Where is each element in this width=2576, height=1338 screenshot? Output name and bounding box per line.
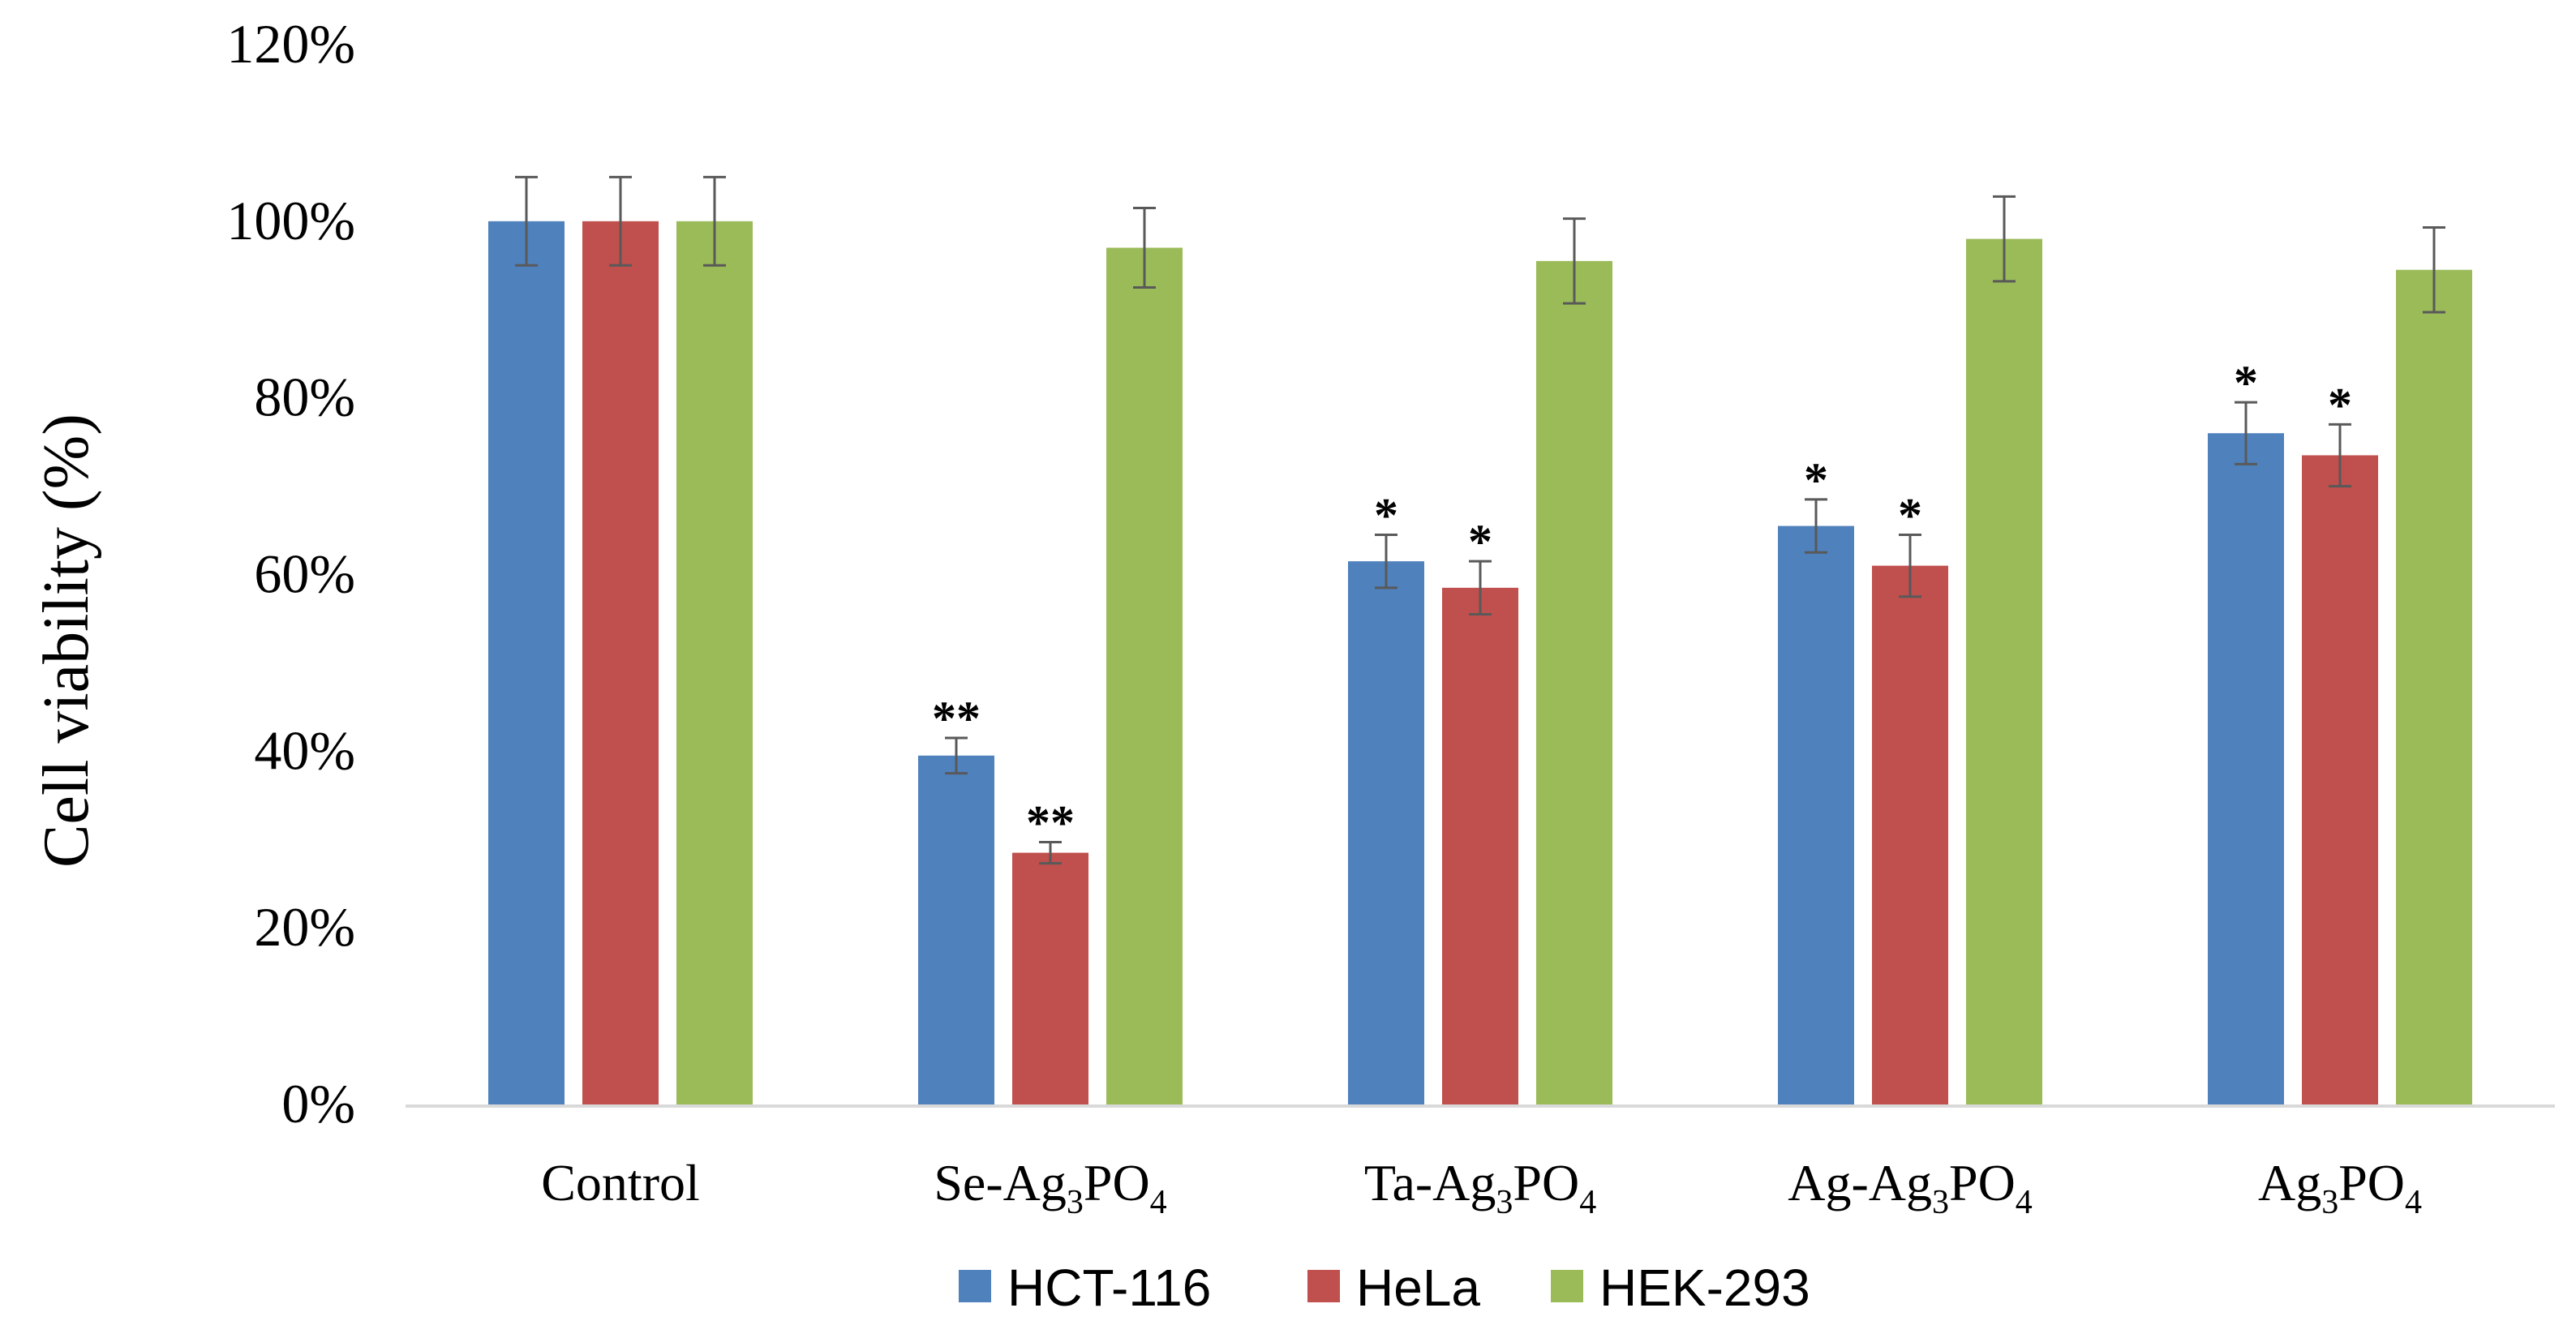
legend-swatch: [1551, 1270, 1583, 1302]
significance-markers: ***** **** *: [932, 356, 2352, 849]
category-label-part: 3: [1932, 1184, 1949, 1221]
error-bar: [945, 736, 968, 775]
y-tick-label: 80%: [254, 367, 355, 428]
error-bar: [515, 175, 538, 267]
x-category-label: Ta-Ag3PO4: [1364, 1154, 1596, 1221]
error-bar: [2235, 401, 2257, 465]
significance-marker: *: [1804, 453, 1828, 507]
legend-label: HCT-116: [1007, 1259, 1211, 1317]
significance-marker: *: [1374, 488, 1398, 542]
significance-marker: *: [1468, 515, 1492, 568]
significance-marker: **: [932, 692, 981, 745]
category-label-part: PO: [2338, 1154, 2405, 1211]
y-tick-label: 20%: [254, 896, 355, 958]
error-bar: [703, 175, 726, 267]
bar-hek-293-ag-ag3po4: [1966, 238, 2042, 1104]
error-bar: [2329, 422, 2351, 488]
category-label-part: 3: [1496, 1184, 1513, 1221]
y-tick-label: 120%: [226, 13, 355, 75]
legend-item-hct-116: HCT-116: [959, 1259, 1211, 1317]
x-category-label: Control: [541, 1154, 700, 1211]
category-label-part: Ag-Ag: [1788, 1154, 1932, 1211]
significance-marker: *: [2234, 356, 2258, 410]
legend: HCT-116 HeLa HEK-293: [959, 1259, 1810, 1317]
error-bar: [2423, 225, 2445, 314]
error-bar: [1563, 217, 1586, 305]
significance-marker: **: [1026, 796, 1075, 850]
y-tick-label: 0%: [281, 1073, 355, 1134]
bar-hek-293-control: [676, 221, 753, 1104]
bar-hela-ag-ag3po4: [1872, 565, 1948, 1104]
significance-marker: *: [2328, 378, 2352, 431]
legend-label: HEK-293: [1599, 1259, 1810, 1317]
y-axis-title: Cell viability (%): [31, 414, 102, 868]
error-bar: [1133, 206, 1156, 289]
x-category-label: Se-Ag3PO4: [934, 1154, 1166, 1221]
category-label-part: 3: [1067, 1184, 1084, 1221]
category-label-part: 3: [2321, 1184, 2338, 1221]
y-tick-label: 60%: [254, 543, 355, 605]
legend-item-hela: HeLa: [1307, 1259, 1480, 1317]
error-bar: [1993, 195, 2016, 283]
bar-hct-116-ag3po4: [2208, 433, 2284, 1104]
y-tick-label: 40%: [254, 719, 355, 781]
error-bars: [515, 175, 2445, 865]
category-label-part: PO: [1949, 1154, 2016, 1211]
category-label-part: PO: [1513, 1154, 1579, 1211]
x-axis-categories: Control Se-Ag3PO4 Ta-Ag3PO4 Ag-Ag3PO4 Ag3PO4: [541, 1154, 2422, 1221]
bar-hela-ta-ag3po4: [1442, 587, 1518, 1104]
bar-hct-116-ag-ag3po4: [1778, 525, 1854, 1104]
error-bar: [1469, 560, 1492, 616]
bar-hela-ag3po4: [2302, 455, 2378, 1104]
category-label-part: 4: [1579, 1184, 1596, 1221]
y-tick-label: 100%: [226, 190, 355, 251]
category-label-part: Se-Ag: [934, 1154, 1067, 1211]
bar-hela-control: [582, 221, 659, 1104]
bar-hek-293-ag3po4: [2396, 269, 2472, 1104]
error-bar: [1375, 533, 1397, 590]
category-label-part: 4: [2405, 1184, 2422, 1221]
category-label-part: PO: [1084, 1154, 1150, 1211]
bar-hct-116-ta-ag3po4: [1348, 561, 1424, 1104]
error-bar: [1899, 533, 1921, 598]
x-category-label: Ag-Ag3PO4: [1788, 1154, 2033, 1221]
category-label-part: 4: [2016, 1184, 2033, 1221]
bar-hek-293-se-ag3po4: [1106, 247, 1183, 1105]
error-bar: [609, 175, 632, 267]
bar-hela-se-ag3po4: [1012, 852, 1088, 1104]
legend-label: HeLa: [1356, 1259, 1480, 1317]
error-bar: [1805, 498, 1827, 554]
category-label-part: Ta-Ag: [1364, 1154, 1496, 1211]
y-axis-ticks: 0% 20% 40% 60% 80% 100% 120%: [226, 13, 355, 1134]
error-bar: [1039, 841, 1062, 865]
category-label-part: Control: [541, 1154, 700, 1211]
legend-swatch: [1307, 1270, 1340, 1302]
bar-series: [488, 221, 2472, 1105]
category-label-part: 4: [1150, 1184, 1167, 1221]
x-category-label: Ag3PO4: [2258, 1154, 2422, 1221]
category-label-part: Ag: [2258, 1154, 2321, 1211]
legend-swatch: [959, 1270, 991, 1302]
bar-hct-116-control: [488, 221, 565, 1104]
bar-hek-293-ta-ag3po4: [1536, 260, 1612, 1104]
bar-hct-116-se-ag3po4: [918, 755, 994, 1104]
legend-item-hek-293: HEK-293: [1551, 1259, 1810, 1317]
significance-marker: *: [1898, 488, 1922, 542]
